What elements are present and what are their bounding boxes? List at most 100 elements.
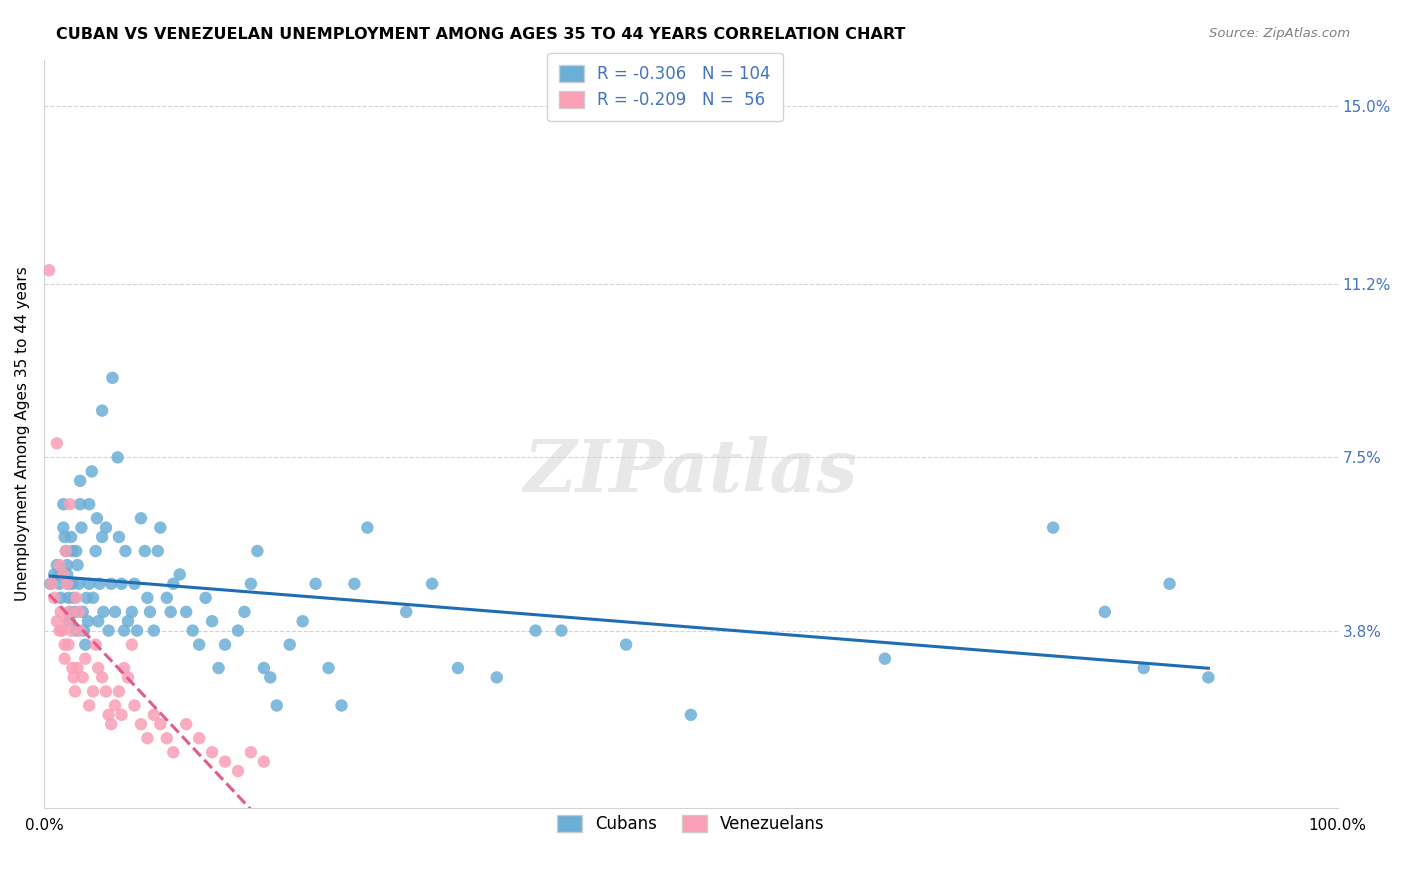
Point [80, 465, 103, 479]
Point [58, 638, 80, 652]
Point [59, 497, 82, 511]
Point [343, 576, 366, 591]
Point [112, 661, 135, 675]
Point [65, 544, 87, 558]
Point [60, 530, 83, 544]
Legend: Cubans, Venezuelans: Cubans, Venezuelans [546, 804, 837, 845]
Point [174, 605, 197, 619]
Point [65, 624, 87, 638]
Point [129, 511, 152, 525]
Point [139, 605, 162, 619]
Point [149, 521, 172, 535]
Point [194, 591, 217, 605]
Point [201, 745, 224, 759]
Point [53, 530, 76, 544]
Point [41, 576, 63, 591]
Point [142, 707, 165, 722]
Point [110, 576, 132, 591]
Point [159, 605, 181, 619]
Point [77, 614, 100, 628]
Point [77, 576, 100, 591]
Point [87, 614, 110, 628]
Point [77, 497, 100, 511]
Point [108, 684, 131, 698]
Point [124, 698, 146, 713]
Point [72, 605, 94, 619]
Point [82, 591, 104, 605]
Point [239, 745, 262, 759]
Point [69, 474, 91, 488]
Point [66, 558, 89, 572]
Point [100, 576, 122, 591]
Point [91, 530, 114, 544]
Point [873, 651, 896, 665]
Point [97, 624, 120, 638]
Point [63, 684, 86, 698]
Point [45, 558, 67, 572]
Point [91, 670, 114, 684]
Point [550, 624, 572, 638]
Point [56, 567, 79, 582]
Point [55, 544, 77, 558]
Point [52, 567, 75, 582]
Point [1132, 661, 1154, 675]
Point [1042, 521, 1064, 535]
Point [679, 707, 702, 722]
Point [56, 558, 79, 572]
Point [117, 670, 139, 684]
Point [84, 544, 107, 558]
Point [447, 661, 470, 675]
Point [156, 591, 179, 605]
Point [169, 567, 191, 582]
Point [77, 698, 100, 713]
Point [108, 530, 131, 544]
Point [246, 544, 269, 558]
Point [67, 576, 90, 591]
Point [356, 521, 378, 535]
Point [52, 497, 75, 511]
Point [174, 717, 197, 731]
Point [201, 614, 224, 628]
Point [94, 684, 117, 698]
Point [63, 605, 86, 619]
Point [124, 576, 146, 591]
Point [58, 591, 80, 605]
Point [59, 605, 82, 619]
Point [181, 624, 204, 638]
Text: Source: ZipAtlas.com: Source: ZipAtlas.com [1209, 27, 1350, 40]
Point [214, 755, 236, 769]
Point [48, 624, 70, 638]
Point [44, 567, 66, 582]
Point [66, 661, 89, 675]
Point [149, 717, 172, 731]
Point [253, 755, 276, 769]
Point [73, 624, 96, 638]
Point [107, 450, 129, 465]
Point [75, 651, 97, 665]
Point [101, 371, 124, 385]
Point [60, 661, 83, 675]
Point [56, 614, 79, 628]
Point [207, 661, 229, 675]
Point [69, 624, 91, 638]
Point [110, 707, 132, 722]
Point [52, 521, 75, 535]
Point [82, 684, 104, 698]
Point [1197, 670, 1219, 684]
Point [614, 638, 637, 652]
Point [134, 544, 156, 558]
Point [156, 731, 179, 746]
Point [75, 638, 97, 652]
Point [59, 605, 82, 619]
Point [291, 614, 314, 628]
Point [226, 764, 249, 778]
Point [48, 576, 70, 591]
Point [117, 614, 139, 628]
Point [226, 624, 249, 638]
Point [104, 698, 127, 713]
Point [58, 576, 80, 591]
Point [330, 698, 353, 713]
Point [60, 544, 83, 558]
Point [304, 576, 326, 591]
Point [214, 638, 236, 652]
